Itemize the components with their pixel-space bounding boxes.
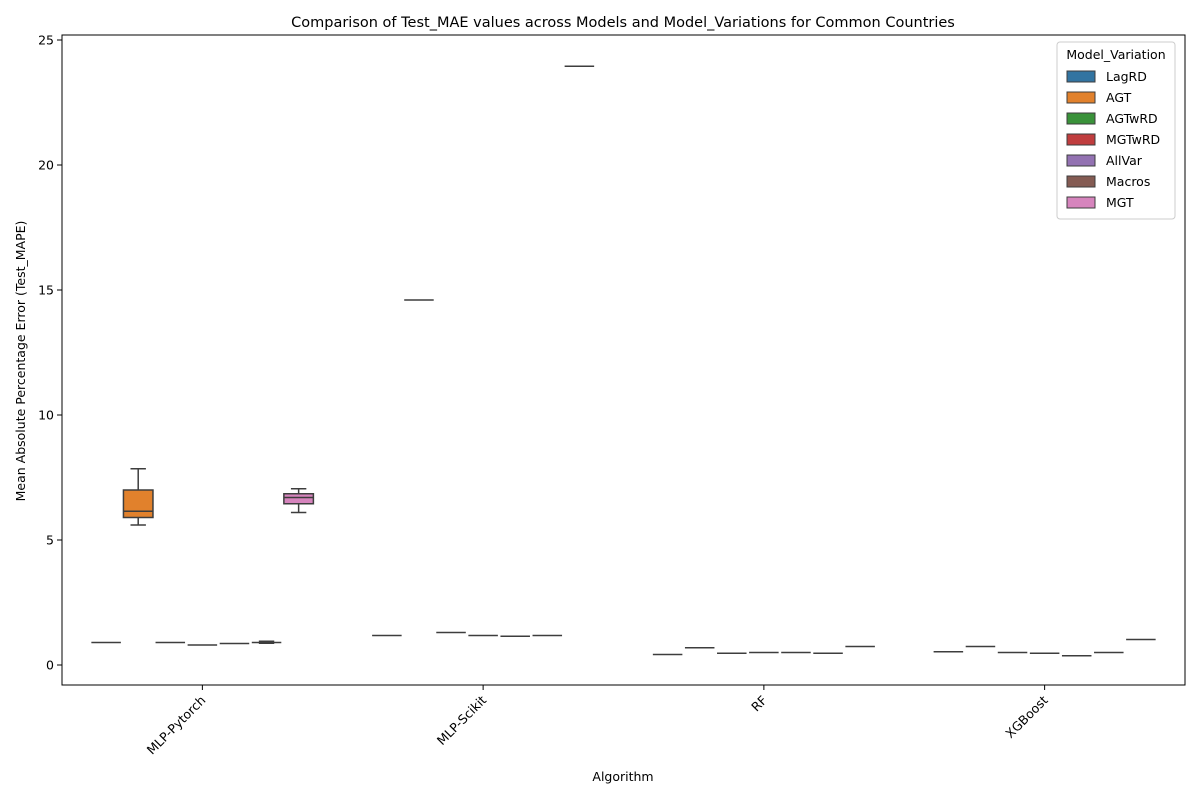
y-tick-label: 15 [38,283,54,298]
legend-label-agt: AGT [1106,90,1132,105]
y-tick-label: 20 [38,158,54,173]
legend-swatch-agt [1066,91,1096,104]
x-tick-label: MLP-Pytorch [144,693,209,758]
legend-label-allvar: AllVar [1106,153,1143,168]
legend-label-mgtwrd: MGTwRD [1106,132,1160,147]
box-mgt-mlp-pytorch [283,488,315,514]
legend-swatch-lagrd [1066,70,1096,83]
box-body [283,493,315,505]
x-tick-label: RF [748,693,770,715]
legend-label-agtwrd: AGTwRD [1106,111,1158,126]
x-axis-label: Algorithm [592,769,653,784]
legend-swatch-allvar [1066,154,1096,167]
plot-frame [61,34,1186,686]
legend-label-macros: Macros [1106,174,1150,189]
y-tick-label: 10 [38,408,54,423]
box-agt-mlp-pytorch [122,468,154,526]
legend-title: Model_Variation [1066,47,1165,62]
legend-swatch-mgt [1066,196,1096,209]
y-tick-label: 5 [46,533,54,548]
y-tick-label: 0 [46,658,54,673]
legend: Model_Variation LagRD AGT AGTwRD MGTwRD AllVa… [1056,41,1176,220]
legend-swatch-mgtwrd [1066,133,1096,146]
box-body [122,489,154,519]
legend-frame [1056,41,1176,220]
chart-title: Comparison of Test_MAE values across Mod… [291,15,955,31]
legend-swatch-agtwrd [1066,112,1096,125]
legend-label-lagrd: LagRD [1106,69,1147,84]
y-tick-label: 25 [38,33,54,48]
legend-swatch-macros [1066,175,1096,188]
box-macros-mlp-pytorch [251,640,282,644]
y-axis-label: Mean Absolute Percentage Error (Test_MAP… [13,221,28,502]
legend-label-mgt: MGT [1106,195,1134,210]
x-tick-label: XGBoost [1002,692,1051,741]
x-tick-label: MLP-Scikit [434,692,490,748]
